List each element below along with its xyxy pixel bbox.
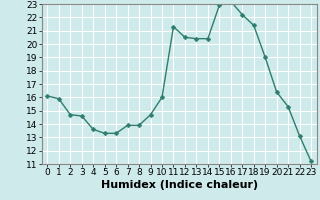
X-axis label: Humidex (Indice chaleur): Humidex (Indice chaleur) bbox=[100, 180, 258, 190]
